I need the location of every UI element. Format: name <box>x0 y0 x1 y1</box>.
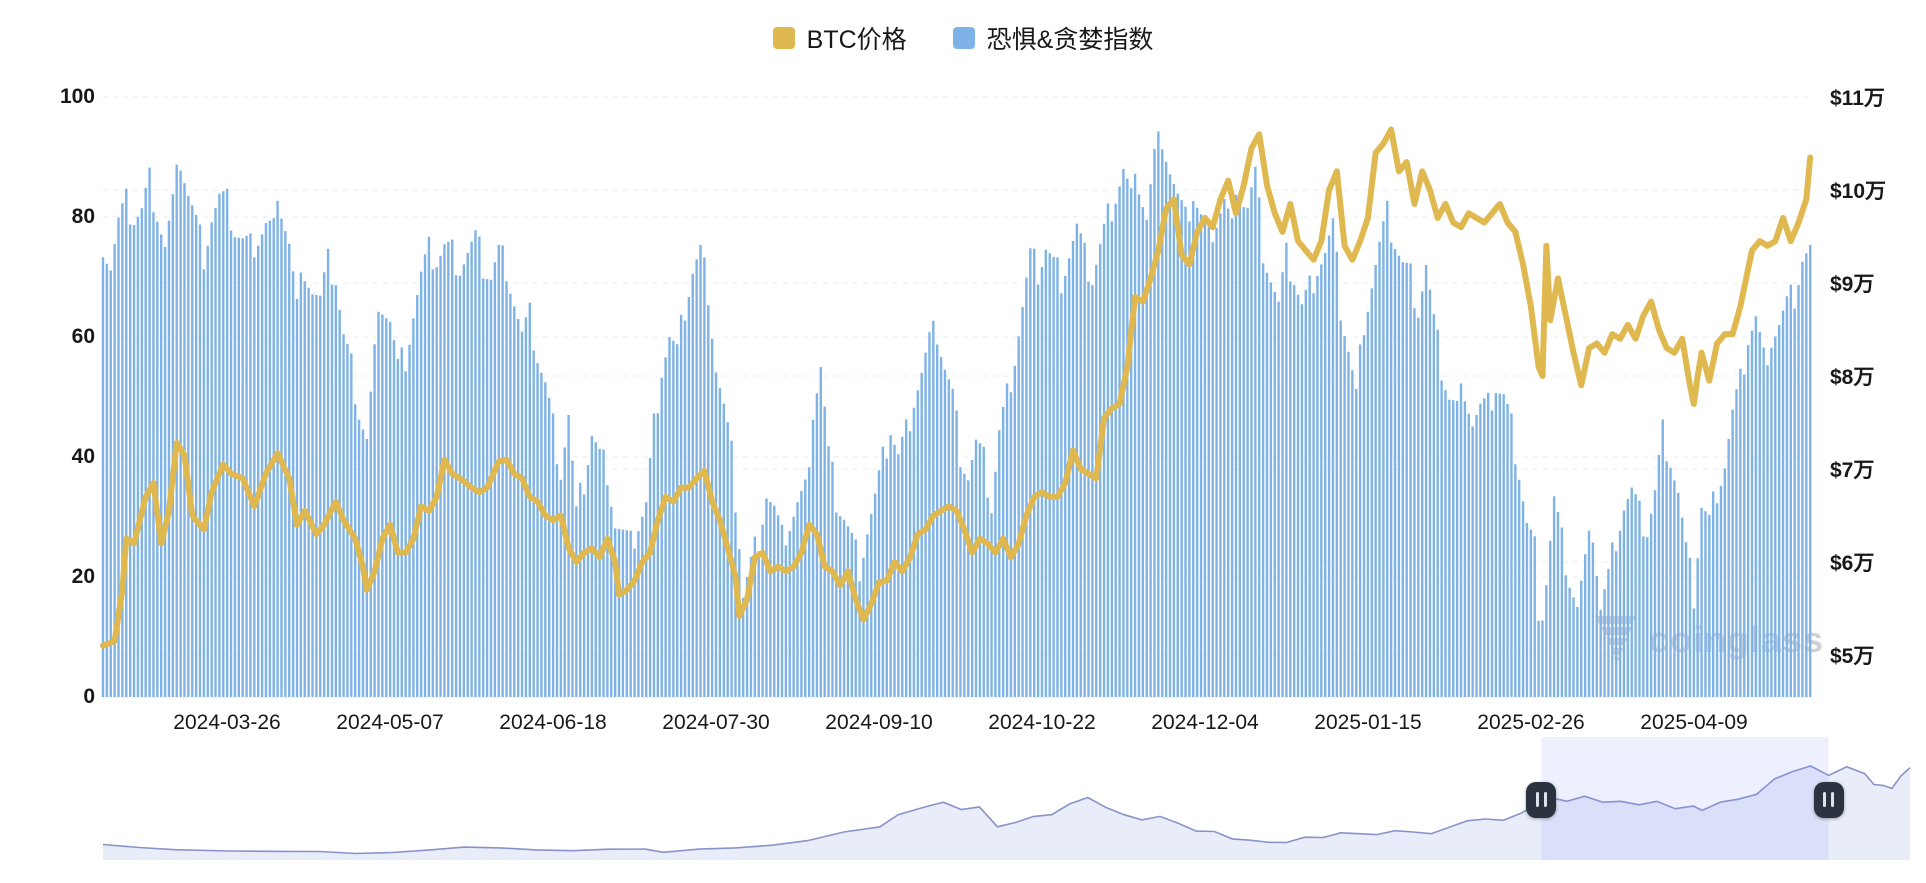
navigator-selection[interactable] <box>1541 737 1829 860</box>
pause-icon <box>1831 792 1835 807</box>
x-axis-tick: 2025-01-15 <box>1314 711 1422 734</box>
pause-icon <box>1823 792 1827 807</box>
left-axis-tick: 60 <box>71 325 95 348</box>
x-axis-tick: 2025-02-26 <box>1477 711 1585 734</box>
navigator-line <box>102 765 1911 855</box>
legend-label-fear-greed: 恐惧&贪婪指数 <box>986 26 1154 54</box>
fear-greed-bars <box>101 131 1812 697</box>
left-axis-tick: 100 <box>59 85 95 108</box>
btc-price-line <box>100 126 1814 649</box>
legend-item-fear-greed[interactable]: 恐惧&贪婪指数 <box>952 20 1154 56</box>
left-axis-tick: 80 <box>71 205 95 228</box>
btc-price-swatch-icon <box>772 27 795 49</box>
x-axis-tick: 2024-10-22 <box>988 711 1096 734</box>
left-axis-tick: 20 <box>71 565 95 588</box>
navigator-area <box>103 766 1910 860</box>
right-axis-tick: $6万 <box>1830 552 1875 575</box>
right-axis-tick: $5万 <box>1830 645 1875 668</box>
legend-label-btc-price: BTC价格 <box>806 26 907 54</box>
navigator-right-handle[interactable] <box>1813 781 1844 818</box>
x-axis-tick: 2024-09-10 <box>825 711 933 734</box>
right-axis-tick: $10万 <box>1830 180 1887 203</box>
pause-icon <box>1543 792 1547 807</box>
navigator-left-handle[interactable] <box>1526 781 1557 818</box>
legend: BTC价格 恐惧&贪婪指数 <box>0 20 1926 56</box>
pause-icon <box>1535 792 1539 807</box>
x-axis-tick: 2024-06-18 <box>499 711 607 734</box>
x-axis-tick: 2024-07-30 <box>662 711 770 734</box>
right-axis-tick: $9万 <box>1830 273 1875 296</box>
x-axis-tick: 2024-03-26 <box>173 711 281 734</box>
x-axis-tick: 2024-05-07 <box>336 711 444 734</box>
x-axis-tick: 2024-12-04 <box>1151 711 1259 734</box>
left-axis-tick: 0 <box>83 685 95 708</box>
right-axis-tick: $11万 <box>1830 87 1885 110</box>
fear-greed-swatch-icon <box>952 27 975 49</box>
x-axis-tick: 2025-04-09 <box>1640 711 1748 734</box>
right-axis-tick: $7万 <box>1830 459 1875 482</box>
right-axis-tick: $8万 <box>1830 366 1875 389</box>
left-axis-tick: 40 <box>71 445 95 468</box>
legend-item-btc-price[interactable]: BTC价格 <box>772 20 907 56</box>
